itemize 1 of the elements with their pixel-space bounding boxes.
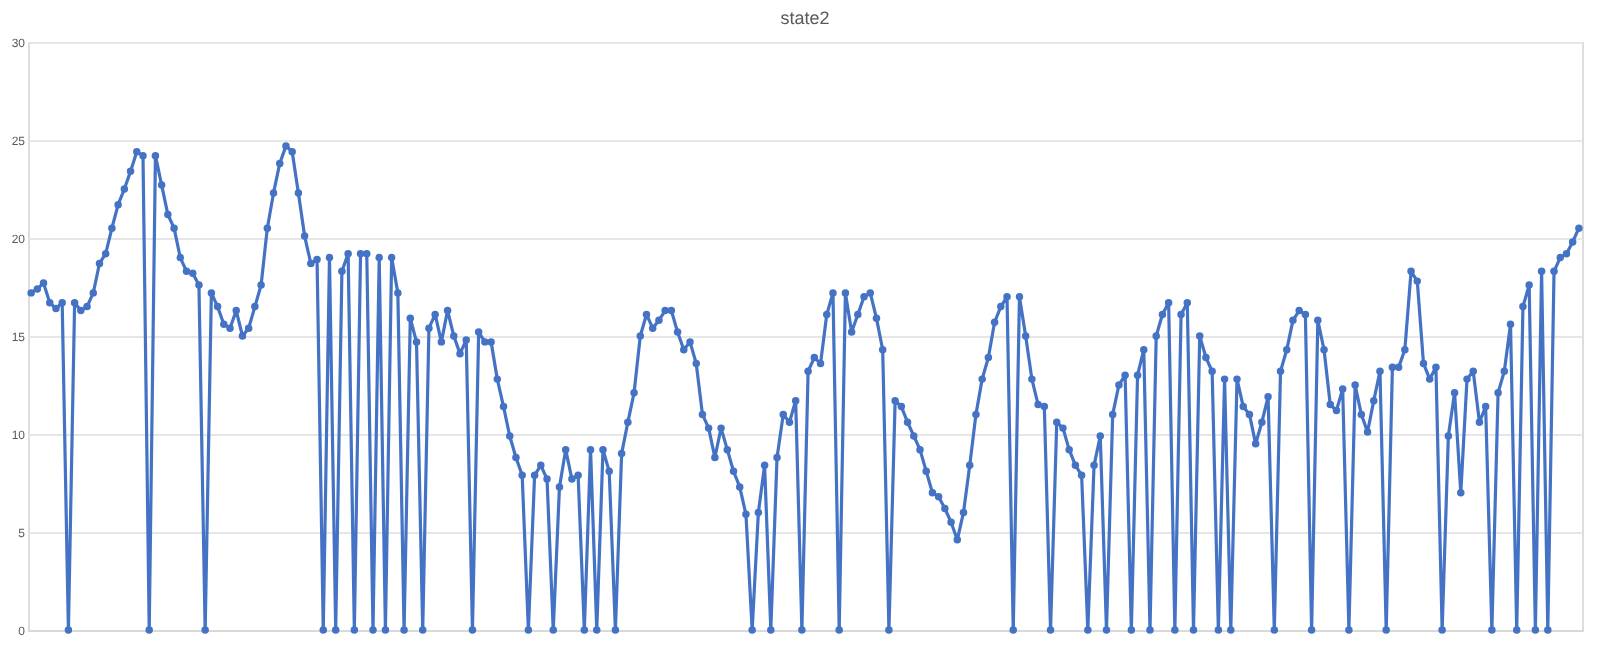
chart-title: state2 — [780, 8, 830, 28]
